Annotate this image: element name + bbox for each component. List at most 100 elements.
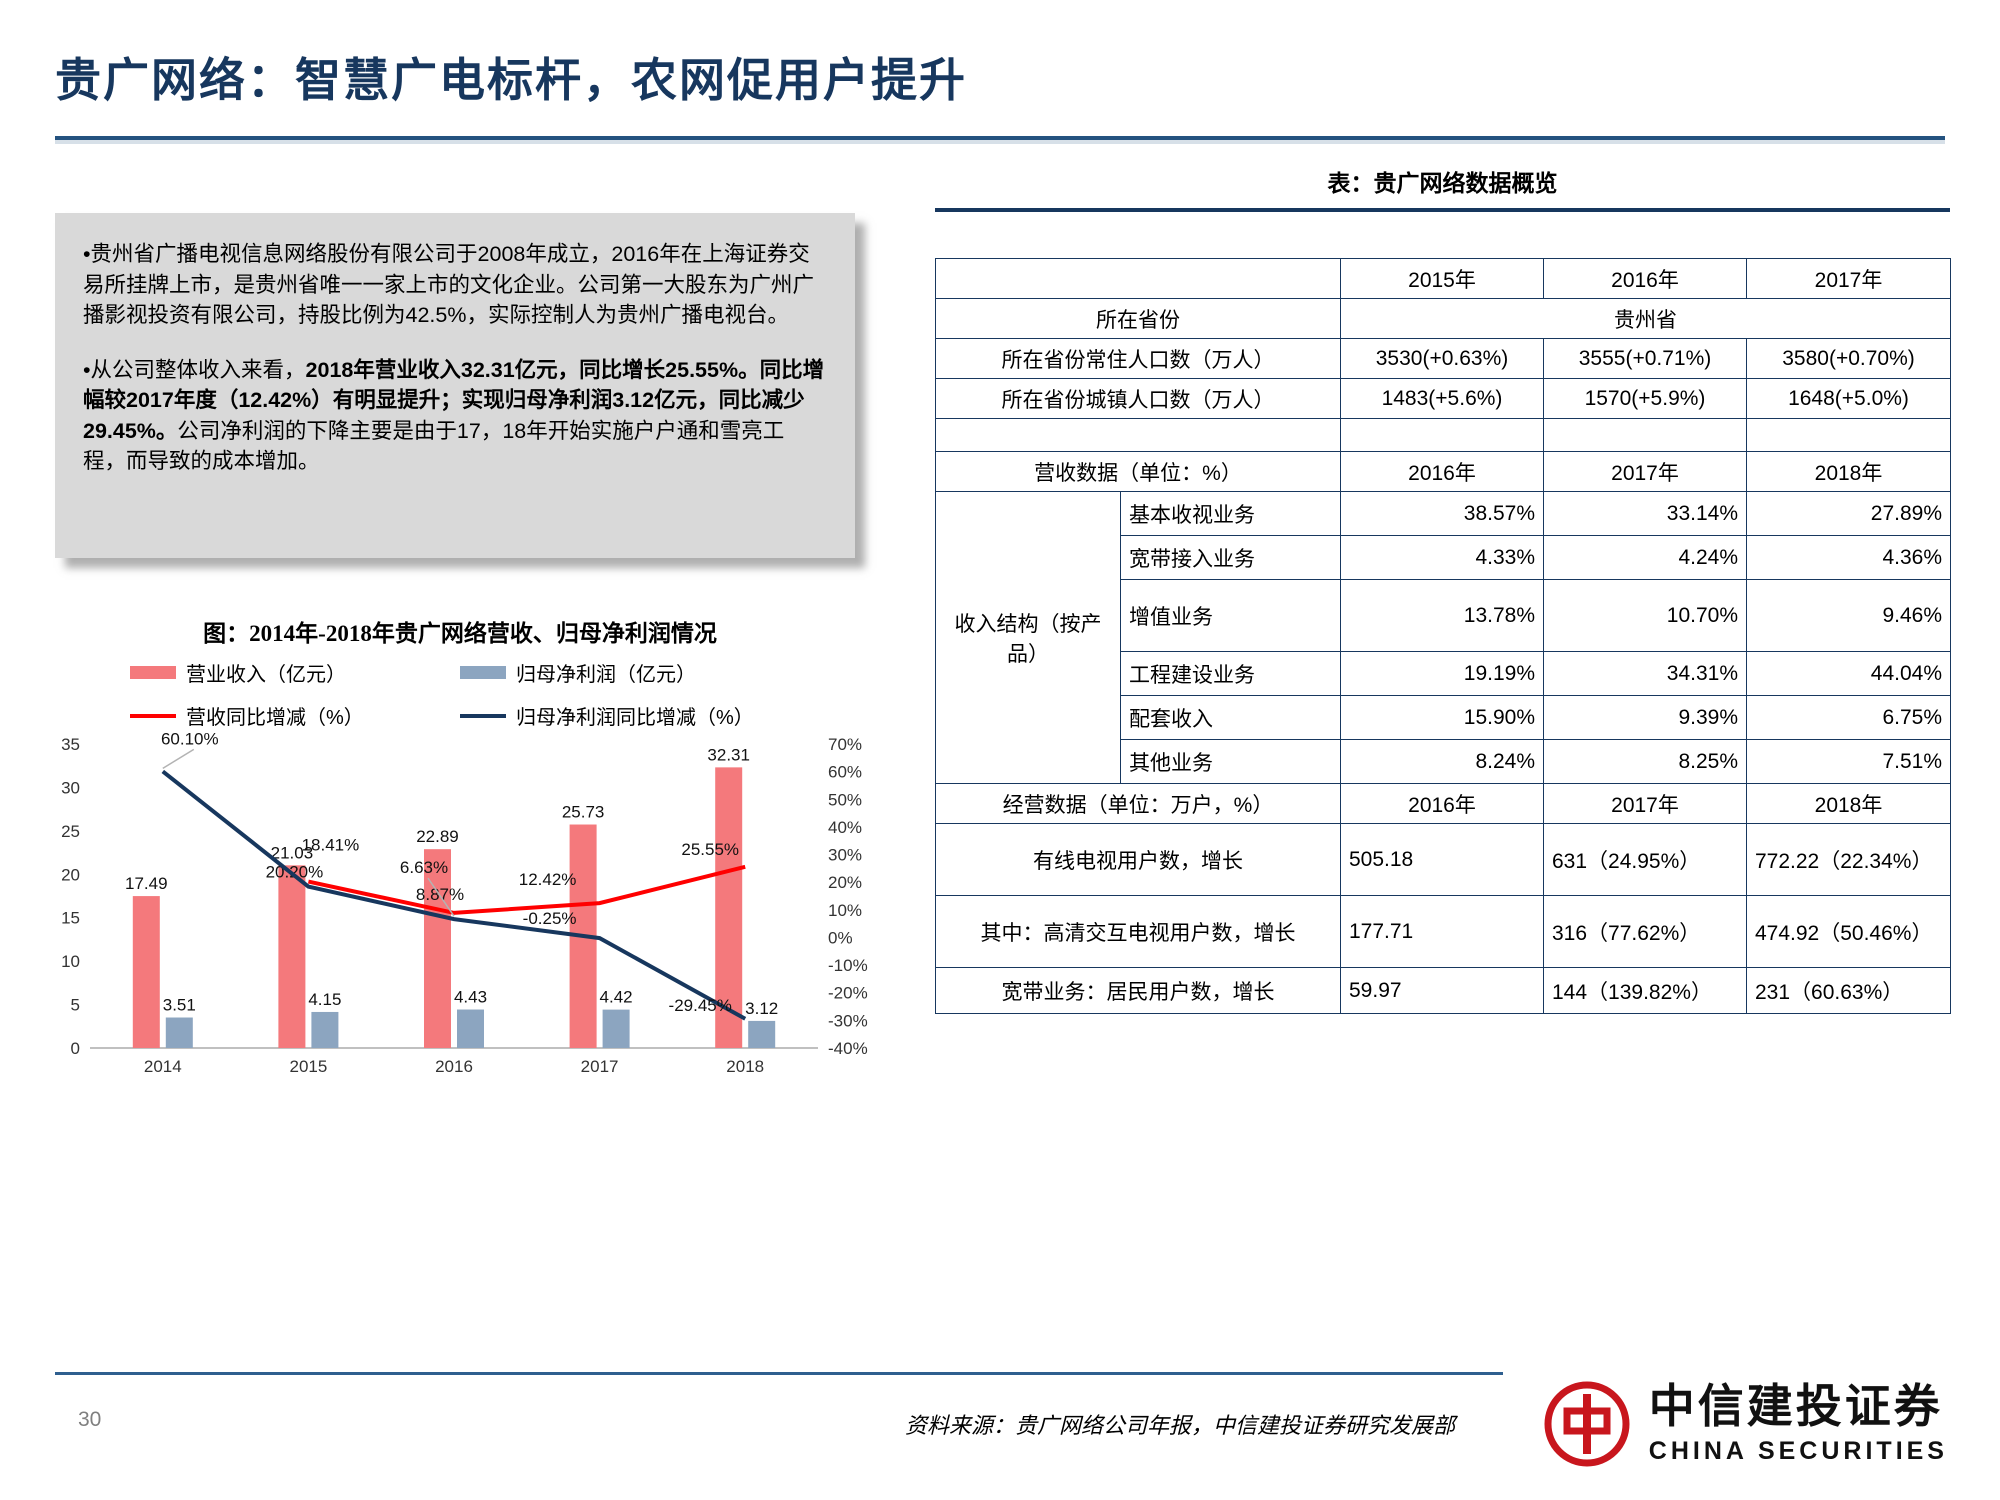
blank-cell: [1340, 418, 1544, 452]
svg-text:25.73: 25.73: [562, 803, 605, 822]
summary-text: 公司净利润的下降主要是由于17，18年开始实施户户通和雪亮工程，而导致的成本增加…: [83, 418, 785, 474]
chart-bar: [715, 767, 743, 1048]
svg-text:2015: 2015: [289, 1057, 327, 1076]
svg-text:35: 35: [61, 735, 80, 754]
svg-text:-29.45%: -29.45%: [669, 996, 732, 1015]
svg-text:3.51: 3.51: [163, 996, 196, 1015]
cell-value: 631（24.95%）: [1543, 823, 1747, 896]
year-header: 2017年: [1746, 258, 1951, 299]
svg-text:50%: 50%: [828, 790, 862, 809]
profit-bar-swatch-icon: [460, 666, 506, 679]
section-header: 经营数据（单位：万户，%）: [935, 783, 1341, 824]
cell-value: 3530(+0.63%): [1340, 338, 1544, 379]
cell-value: 贵州省: [1340, 298, 1951, 339]
legend-item-revenue-growth-line: 营收同比增减（%）: [130, 701, 460, 730]
svg-text:0%: 0%: [828, 928, 853, 947]
cell-value: 505.18: [1340, 823, 1544, 896]
summary-bold-text: 2018年营业收入32.31亿元，同比增长25.55%。同比增幅较2017年度（…: [83, 357, 825, 443]
svg-text:25.55%: 25.55%: [681, 840, 739, 859]
chart-bar: [424, 849, 451, 1048]
overview-table-section: 表：贵广网络数据概览 2015年 2016年 2017年 所在省份 贵州省 所在…: [935, 164, 1951, 1014]
chart-line: [161, 769, 747, 1021]
svg-text:4.43: 4.43: [454, 988, 487, 1007]
svg-text:17.49: 17.49: [125, 874, 168, 893]
legend-label: 归母净利润同比增减（%）: [516, 707, 754, 729]
revenue-growth-line-swatch-icon: [130, 713, 176, 718]
chart-bar: [748, 1020, 776, 1048]
svg-text:30%: 30%: [828, 846, 862, 865]
chart-bar: [165, 1017, 193, 1048]
year-header: 2015年: [1340, 258, 1544, 299]
cell-value: 316（77.62%）: [1543, 895, 1747, 968]
table-row: 所在省份城镇人口数（万人） 1483(+5.6%) 1570(+5.9%) 16…: [935, 378, 1951, 419]
svg-text:6.63%: 6.63%: [400, 858, 448, 877]
row-label: 所在省份城镇人口数（万人）: [935, 378, 1341, 419]
summary-paragraph-2: •从公司整体收入来看，2018年营业收入32.31亿元，同比增长25.55%。同…: [83, 355, 827, 477]
svg-text:10%: 10%: [828, 901, 862, 920]
overview-table: 2015年 2016年 2017年 所在省份 贵州省 所在省份常住人口数（万人）…: [935, 258, 1951, 1014]
group-label: 收入结构（按产品）: [935, 491, 1121, 784]
section-header: 营收数据（单位：%）: [935, 451, 1341, 492]
svg-text:70%: 70%: [828, 735, 862, 754]
row-label: 所在省份: [935, 298, 1341, 339]
logo-name-cn: 中信建投证券: [1648, 1380, 1943, 1433]
company-logo: 中信建投证券 CHINA SECURITIES: [1541, 1378, 1948, 1470]
svg-text:15: 15: [61, 909, 80, 928]
summary-text: •从公司整体收入来看，: [83, 357, 306, 382]
svg-text:60%: 60%: [828, 763, 862, 782]
svg-text:4.15: 4.15: [308, 990, 341, 1009]
cell-value: 34.31%: [1543, 651, 1747, 696]
legend-label: 归母净利润（亿元）: [516, 664, 696, 686]
svg-text:60.10%: 60.10%: [161, 729, 219, 748]
table-row: 营收数据（单位：%） 2016年 2017年 2018年: [935, 451, 1951, 492]
svg-text:30: 30: [61, 778, 80, 797]
cell-value: 13.78%: [1340, 579, 1544, 652]
svg-text:5: 5: [71, 996, 80, 1015]
svg-text:21.03: 21.03: [271, 843, 314, 862]
cell-value: 3555(+0.71%): [1543, 338, 1747, 379]
cell-value: 177.71: [1340, 895, 1544, 968]
year-header: 2016年: [1543, 258, 1747, 299]
svg-text:40%: 40%: [828, 818, 862, 837]
svg-text:4.42: 4.42: [600, 988, 633, 1007]
profit-growth-line-swatch-icon: [460, 713, 506, 718]
table-row: 经营数据（单位：万户，%） 2016年 2017年 2018年: [935, 783, 1951, 824]
svg-text:-40%: -40%: [828, 1039, 868, 1058]
cell-value: 9.46%: [1746, 579, 1951, 652]
svg-text:12.42%: 12.42%: [519, 870, 577, 889]
page-title: 贵广网络：智慧广电标杆，农网促用户提升: [55, 55, 967, 106]
cell-value: 8.25%: [1543, 739, 1747, 784]
row-label: 增值业务: [1120, 579, 1341, 652]
chart-bar: [278, 865, 306, 1048]
svg-text:25: 25: [61, 822, 80, 841]
year-header: 2017年: [1543, 451, 1747, 492]
cell-value: 19.19%: [1340, 651, 1544, 696]
cell-value: 44.04%: [1746, 651, 1951, 696]
table-row: 宽带业务：居民用户数，增长 59.97 144（139.82%） 231（60.…: [935, 967, 1951, 1014]
chart-svg: 0 5 10 15 20 25 30 35 -40% -30% -20% -10% 0% 10% 20% 30…: [61, 729, 868, 1076]
company-logo-text: 中信建投证券 CHINA SECURITIES: [1649, 1382, 1948, 1465]
cell-value: 27.89%: [1746, 491, 1951, 536]
cell-value: 144（139.82%）: [1543, 967, 1747, 1014]
page-number: 30: [78, 1408, 102, 1431]
logo-name-en: CHINA SECURITIES: [1648, 1436, 1948, 1465]
svg-text:-30%: -30%: [828, 1011, 868, 1030]
cell-value: 33.14%: [1543, 491, 1747, 536]
table-row: 2015年 2016年 2017年: [935, 258, 1951, 299]
row-label: 所在省份常住人口数（万人）: [935, 338, 1341, 379]
chart-bar: [457, 1009, 484, 1048]
row-label: 配套收入: [1120, 695, 1341, 740]
chart-bar: [311, 1011, 339, 1048]
year-header: 2016年: [1340, 451, 1544, 492]
svg-text:-10%: -10%: [828, 956, 868, 975]
svg-text:2017: 2017: [581, 1057, 619, 1076]
table-row: 所在省份常住人口数（万人） 3530(+0.63%) 3555(+0.71%) …: [935, 338, 1951, 379]
svg-text:22.89: 22.89: [416, 827, 459, 846]
company-summary-box: •贵州省广播电视信息网络股份有限公司于2008年成立，2016年在上海证券交易所…: [55, 213, 855, 558]
row-label: 宽带业务：居民用户数，增长: [935, 967, 1341, 1014]
revenue-bar-swatch-icon: [130, 666, 176, 679]
svg-text:10: 10: [61, 952, 80, 971]
table-row: 宽带接入业务 4.33% 4.24% 4.36%: [936, 535, 1951, 580]
svg-text:2018: 2018: [726, 1057, 764, 1076]
legend-label: 营业收入（亿元）: [186, 664, 346, 686]
